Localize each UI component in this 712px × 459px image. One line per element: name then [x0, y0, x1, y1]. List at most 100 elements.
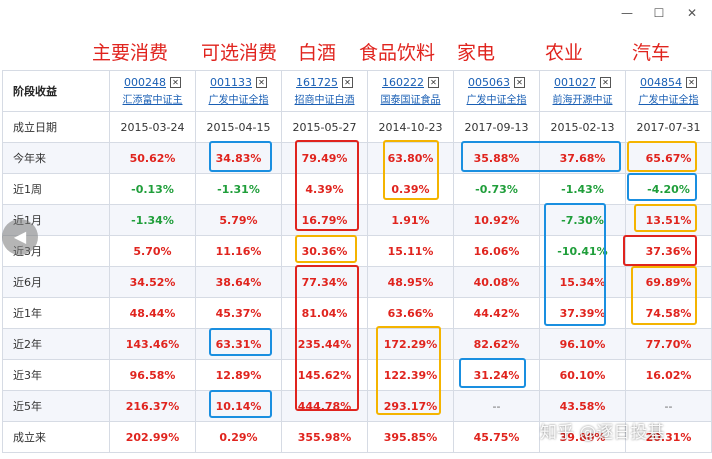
return-value-cell: 37.68% [539, 142, 626, 174]
inception-date-cell: 2015-03-24 [109, 111, 196, 143]
return-value-cell: 122.39% [367, 359, 454, 391]
remove-fund-icon[interactable]: ✕ [686, 77, 697, 88]
remove-fund-icon[interactable]: ✕ [514, 77, 525, 88]
return-value-cell: 34.83% [195, 142, 282, 174]
return-value-cell: 81.04% [281, 297, 368, 329]
close-icon[interactable]: ✕ [686, 6, 698, 20]
inception-date-cell: 2015-05-27 [281, 111, 368, 143]
fund-comparison-table: 阶段收益 000248 ✕ 汇添富中证主 001133 ✕ 广发中证全指 161725 ✕ 招商中… [2, 70, 712, 453]
return-value-cell: 37.39% [539, 297, 626, 329]
return-value-cell: 12.89% [195, 359, 282, 391]
fund-name-link[interactable]: 广发中证全指 [466, 95, 527, 106]
inception-date-cell: 2015-04-15 [195, 111, 282, 143]
return-value-cell: -0.13% [109, 173, 196, 205]
return-value-cell: 16.79% [281, 204, 368, 236]
fund-name-link[interactable]: 前海开源中证 [552, 95, 613, 106]
remove-fund-icon[interactable]: ✕ [170, 77, 181, 88]
row-label: 今年来 [2, 142, 110, 174]
return-value-cell: 63.31% [195, 328, 282, 360]
return-value-cell: 63.66% [367, 297, 454, 329]
row-label: 近6月 [2, 266, 110, 298]
return-value-cell: -10.41% [539, 235, 626, 267]
remove-fund-icon[interactable]: ✕ [256, 77, 267, 88]
return-value-cell: 444.78% [281, 390, 368, 422]
fund-name-link[interactable]: 广发中证全指 [638, 95, 699, 106]
category-annotation: 食品饮料 [359, 42, 436, 64]
return-value-cell: 355.98% [281, 421, 368, 453]
return-value-cell: 20.31% [625, 421, 712, 453]
table-row: 近6月 34.52% 38.64% 77.34% 48.95% 40.08% 15.34% 6… [2, 266, 712, 298]
table-row: 成立来 202.99% 0.29% 355.98% 395.85% 45.75% 39.80… [2, 421, 712, 453]
return-value-cell: 34.52% [109, 266, 196, 298]
fund-name-link[interactable]: 国泰国证食品 [380, 95, 441, 106]
fund-header-cell: 005063 ✕ 广发中证全指 [453, 70, 540, 112]
return-value-cell: 16.02% [625, 359, 712, 391]
return-value-cell: 50.62% [109, 142, 196, 174]
return-value-cell: 74.58% [625, 297, 712, 329]
category-annotation: 主要消费 [92, 42, 169, 64]
inception-date-cell: 2014-10-23 [367, 111, 454, 143]
fund-name-link[interactable]: 汇添富中证主 [122, 95, 183, 106]
return-value-cell: 79.49% [281, 142, 368, 174]
row-label: 成立来 [2, 421, 110, 453]
inception-date-cell: 2017-09-13 [453, 111, 540, 143]
fund-code-link[interactable]: 000248 [124, 76, 166, 89]
return-value-cell: 10.14% [195, 390, 282, 422]
category-annotation: 白酒 [298, 42, 337, 64]
return-value-cell: -1.34% [109, 204, 196, 236]
return-value-cell: 77.34% [281, 266, 368, 298]
category-annotation: 汽车 [632, 42, 671, 64]
fund-code-link[interactable]: 001133 [210, 76, 252, 89]
fund-header-cell: 161725 ✕ 招商中证白酒 [281, 70, 368, 112]
fund-name-link[interactable]: 广发中证全指 [208, 95, 269, 106]
return-value-cell: 65.67% [625, 142, 712, 174]
table-row: 近1周 -0.13% -1.31% 4.39% 0.39% -0.73% -1.43% -4.… [2, 173, 712, 205]
return-value-cell: 60.10% [539, 359, 626, 391]
return-value-cell: 96.58% [109, 359, 196, 391]
return-value-cell: 63.80% [367, 142, 454, 174]
watermark: 知乎 @逐日投基 [540, 423, 665, 443]
inception-date-cell: 2015-02-13 [539, 111, 626, 143]
return-value-cell: 82.62% [453, 328, 540, 360]
return-value-cell: 35.88% [453, 142, 540, 174]
maximize-icon[interactable]: ☐ [653, 6, 665, 20]
return-value-cell: 45.75% [453, 421, 540, 453]
return-value-cell: 5.79% [195, 204, 282, 236]
return-value-cell: 15.11% [367, 235, 454, 267]
remove-fund-icon[interactable]: ✕ [428, 77, 439, 88]
row-label: 近2年 [2, 328, 110, 360]
return-value-cell: 293.17% [367, 390, 454, 422]
table-row: 近5年 216.37% 10.14% 444.78% 293.17% -- 43.58% -- [2, 390, 712, 422]
fund-header-cell: 004854 ✕ 广发中证全指 [625, 70, 712, 112]
return-value-cell: 77.70% [625, 328, 712, 360]
fund-header-cell: 001133 ✕ 广发中证全指 [195, 70, 282, 112]
inception-date-cell: 2017-07-31 [625, 111, 712, 143]
table-row: 近1年 48.44% 45.37% 81.04% 63.66% 44.42% 37.39% 7… [2, 297, 712, 329]
fund-header-cell: 001027 ✕ 前海开源中证 [539, 70, 626, 112]
return-value-cell: -1.43% [539, 173, 626, 205]
remove-fund-icon[interactable]: ✕ [342, 77, 353, 88]
fund-code-link[interactable]: 001027 [554, 76, 596, 89]
return-value-cell: 13.51% [625, 204, 712, 236]
return-value-cell: 38.64% [195, 266, 282, 298]
remove-fund-icon[interactable]: ✕ [600, 77, 611, 88]
return-value-cell: 96.10% [539, 328, 626, 360]
table-row: 近3年 96.58% 12.89% 145.62% 122.39% 31.24% 60.10… [2, 359, 712, 391]
category-annotation: 家电 [457, 42, 496, 64]
fund-code-link[interactable]: 161725 [296, 76, 338, 89]
return-value-cell: -0.73% [453, 173, 540, 205]
return-value-cell: 0.29% [195, 421, 282, 453]
fund-code-link[interactable]: 005063 [468, 76, 510, 89]
minimize-icon[interactable]: — [621, 6, 633, 20]
return-value-cell: 15.34% [539, 266, 626, 298]
fund-name-link[interactable]: 招商中证白酒 [294, 95, 355, 106]
return-value-cell: 143.46% [109, 328, 196, 360]
table-row: 近1月-1.34%5.79%16.79%1.91%10.92%-7.30%13.… [2, 204, 712, 236]
scroll-left-icon[interactable]: ◀ [2, 219, 38, 255]
row-label: 成立日期 [2, 111, 110, 143]
return-value-cell: 202.99% [109, 421, 196, 453]
fund-header-cell: 160222 ✕ 国泰国证食品 [367, 70, 454, 112]
fund-code-link[interactable]: 160222 [382, 76, 424, 89]
fund-code-link[interactable]: 004854 [640, 76, 682, 89]
return-value-cell: 395.85% [367, 421, 454, 453]
